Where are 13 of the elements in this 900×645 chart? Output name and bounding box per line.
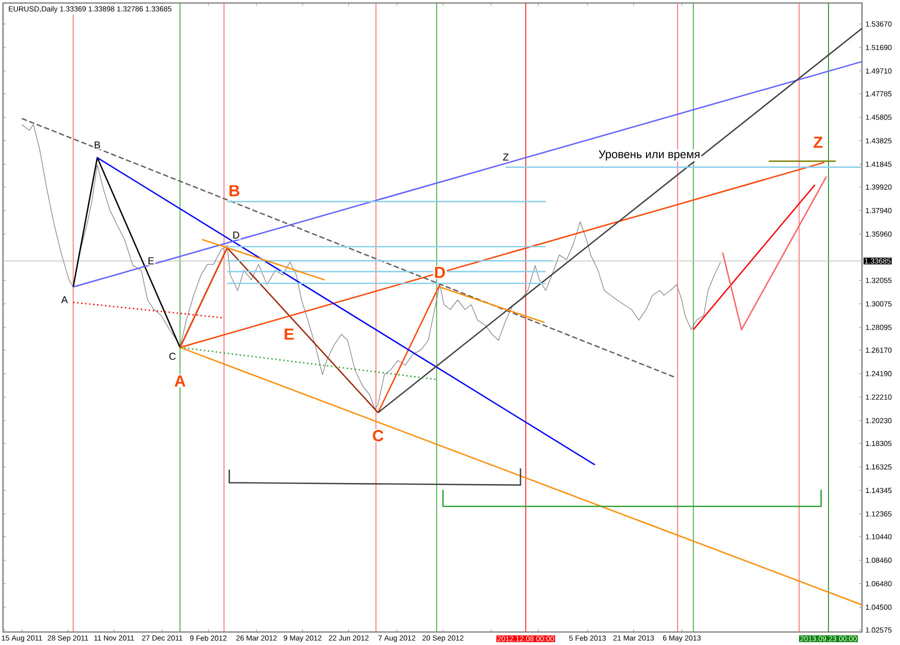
annotation: C	[169, 352, 176, 360]
annotation: Z	[814, 136, 822, 148]
annotation: A	[61, 296, 68, 304]
annotation: D	[435, 266, 445, 278]
annotation: E	[148, 257, 154, 264]
annotation: A	[174, 375, 186, 386]
annotation: E	[284, 328, 294, 340]
annotation: Уровень или время	[598, 150, 700, 160]
annotation: C	[372, 430, 384, 442]
annotation: B	[230, 185, 240, 196]
annotation: D	[233, 232, 240, 238]
annotation: Z	[503, 154, 509, 160]
annotation: B	[94, 141, 100, 148]
